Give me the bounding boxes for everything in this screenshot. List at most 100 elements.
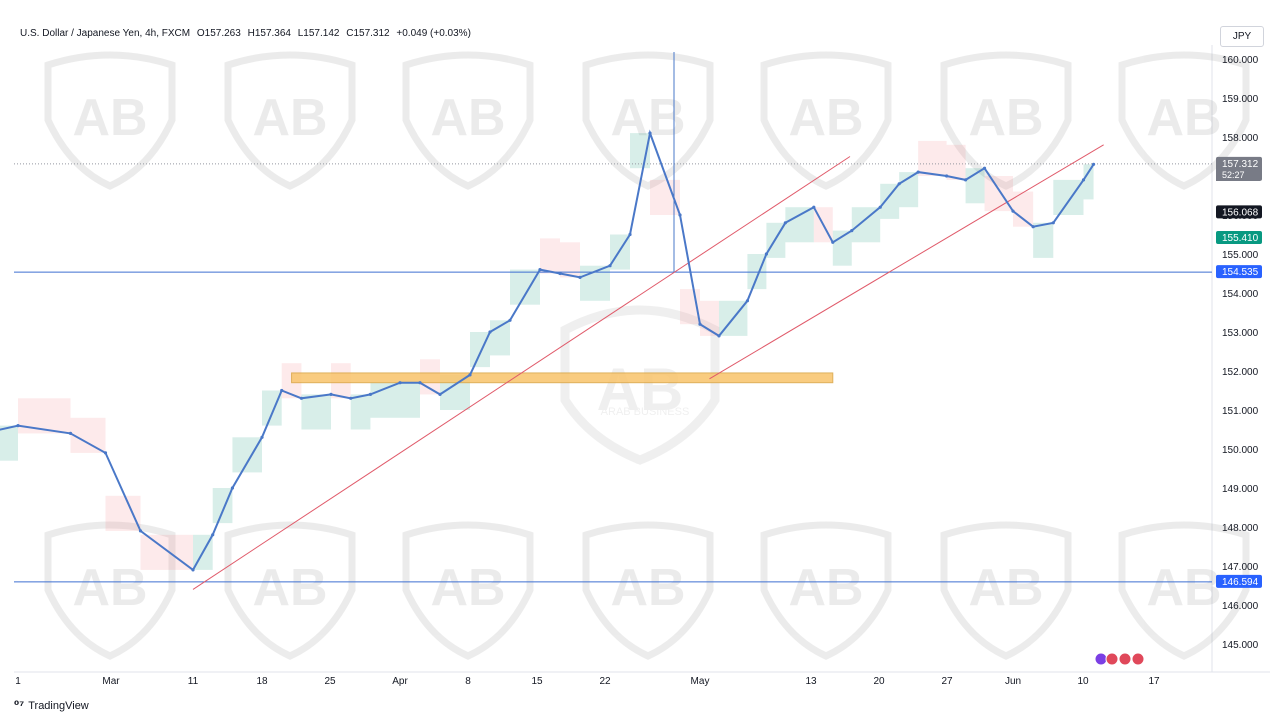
watermark-letters: AB bbox=[430, 89, 505, 147]
cloud-segment-down bbox=[650, 179, 680, 215]
cloud-segment-up bbox=[1083, 164, 1094, 200]
price-point bbox=[398, 381, 402, 385]
x-tick-label: May bbox=[691, 676, 710, 687]
price-label-text: 155.410 bbox=[1222, 233, 1259, 244]
watermark-logo: AB bbox=[402, 521, 534, 660]
watermark-letters: AB bbox=[430, 559, 505, 617]
price-point bbox=[812, 205, 816, 209]
x-tick-label: Mar bbox=[102, 676, 120, 687]
x-tick-label: 27 bbox=[941, 676, 953, 687]
lightning-event-icon bbox=[1094, 652, 1108, 666]
cloud-segment-up bbox=[212, 488, 233, 524]
price-point bbox=[608, 264, 612, 268]
price-point bbox=[878, 205, 882, 209]
price-series bbox=[0, 52, 1096, 572]
x-tick-label: 13 bbox=[805, 676, 817, 687]
price-point bbox=[745, 299, 750, 303]
watermark-letters: AB bbox=[968, 559, 1043, 617]
price-point bbox=[897, 182, 901, 186]
price-label-text: 154.535 bbox=[1222, 267, 1259, 278]
y-tick-label: 159.000 bbox=[1222, 94, 1259, 105]
price-label-text: 156.068 bbox=[1222, 207, 1259, 218]
watermark-letters: AB bbox=[252, 559, 327, 617]
price-point bbox=[468, 373, 472, 377]
support-zone bbox=[291, 372, 834, 384]
horizontal-lines[interactable] bbox=[14, 163, 1212, 583]
y-tick-label: 160.000 bbox=[1222, 55, 1259, 66]
currency-button[interactable]: JPY bbox=[1220, 26, 1264, 47]
watermark-logo: AB bbox=[940, 51, 1072, 190]
watermark-letters: AB bbox=[610, 89, 685, 147]
y-tick-label: 147.000 bbox=[1222, 562, 1259, 573]
price-point bbox=[349, 396, 353, 400]
zone-layer bbox=[291, 372, 834, 384]
price-point bbox=[717, 334, 721, 338]
price-point bbox=[648, 131, 652, 135]
y-tick-label: 150.000 bbox=[1222, 445, 1259, 456]
price-point bbox=[260, 435, 264, 439]
shield-icon bbox=[224, 51, 356, 190]
watermark-logo: AB bbox=[402, 51, 534, 190]
watermark-logo: AB bbox=[224, 521, 356, 660]
price-label-text: 157.312 bbox=[1222, 159, 1259, 170]
cloud-layer bbox=[0, 133, 1094, 570]
price-label-box bbox=[1216, 574, 1262, 588]
price-point bbox=[230, 486, 235, 490]
cloud-segment-up bbox=[262, 390, 282, 426]
price-point bbox=[368, 392, 373, 396]
cloud-segment-up bbox=[400, 382, 420, 418]
trend-lines[interactable] bbox=[192, 144, 1104, 590]
y-tick-label: 153.000 bbox=[1222, 328, 1259, 339]
price-point bbox=[488, 330, 492, 334]
watermark-letters: AB bbox=[788, 89, 863, 147]
tradingview-logo[interactable]: ⁰⁷ TradingView bbox=[14, 698, 89, 712]
price-point bbox=[68, 431, 73, 435]
flag-event-icon bbox=[1118, 652, 1132, 666]
event-icons[interactable] bbox=[1094, 652, 1145, 666]
ohlc-close: C157.312 bbox=[346, 28, 390, 39]
ohlc-change: +0.049 (+0.03%) bbox=[396, 28, 471, 39]
x-tick-label: 10 bbox=[1077, 676, 1089, 687]
x-tick-label: Jun bbox=[1005, 676, 1021, 687]
symbol-header: U.S. Dollar / Japanese Yen, 4h, FXCM O15… bbox=[20, 28, 475, 39]
cloud-segment-up bbox=[880, 183, 900, 219]
watermark-logo: AB bbox=[44, 51, 176, 190]
price-line bbox=[0, 129, 1095, 572]
price-point bbox=[678, 213, 682, 217]
price-point bbox=[831, 240, 835, 244]
shield-icon bbox=[582, 51, 714, 190]
price-point bbox=[1081, 178, 1086, 182]
watermark-letters: AB bbox=[72, 559, 147, 617]
price-point bbox=[963, 178, 968, 182]
watermark-logo: AB bbox=[760, 521, 892, 660]
cloud-segment-down bbox=[1013, 191, 1034, 227]
shield-icon bbox=[224, 521, 356, 660]
watermark-text: ARAB BUSINESS bbox=[601, 406, 690, 418]
price-point bbox=[211, 533, 215, 537]
y-axis[interactable]: 145.000 146.000 147.000 148.000 149.000 150.0… bbox=[1222, 55, 1259, 651]
price-point bbox=[783, 221, 787, 225]
brand-label: TradingView bbox=[28, 700, 89, 712]
price-point bbox=[438, 392, 442, 396]
price-label-box bbox=[1216, 265, 1262, 279]
cloud-segment-up bbox=[1033, 222, 1054, 258]
y-tick-label: 145.000 bbox=[1222, 640, 1259, 651]
price-label-box bbox=[1216, 205, 1262, 219]
flag-event-icon bbox=[1105, 652, 1119, 666]
y-tick-label: 154.000 bbox=[1222, 289, 1259, 300]
x-axis[interactable]: 1 Mar 11 18 25 Apr 8 15 22 May 13 20 27 Jun 10 17 bbox=[15, 676, 1160, 687]
price-label-box bbox=[1216, 231, 1262, 245]
y-tick-label: 151.000 bbox=[1222, 406, 1259, 417]
shield-icon bbox=[44, 51, 176, 190]
bar-countdown: 52:27 bbox=[1216, 168, 1260, 181]
x-tick-label: 11 bbox=[188, 676, 199, 687]
ohlc-open: O157.263 bbox=[196, 28, 241, 39]
watermark-logo: AB bbox=[940, 521, 1072, 660]
cloud-segment-up bbox=[0, 425, 18, 461]
x-tick-label: 17 bbox=[1148, 676, 1160, 687]
symbol-title[interactable]: U.S. Dollar / Japanese Yen, 4h, FXCM bbox=[20, 28, 191, 39]
y-tick-label: 158.000 bbox=[1222, 133, 1259, 144]
cloud-segment-up bbox=[350, 394, 371, 430]
